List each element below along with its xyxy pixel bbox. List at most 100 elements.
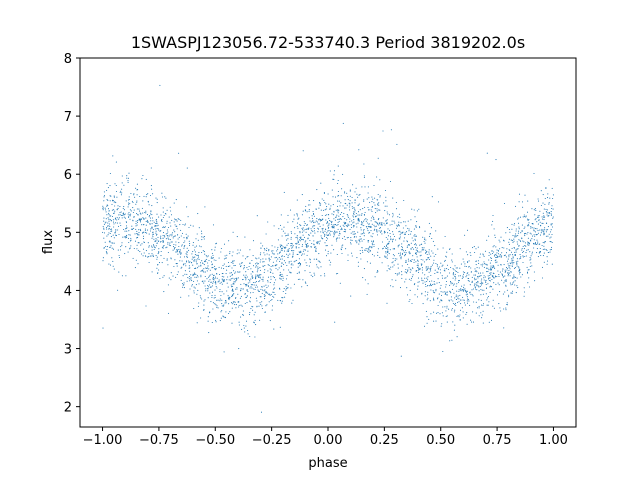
- data-point: [340, 227, 343, 229]
- data-point: [113, 223, 115, 225]
- data-point: [365, 248, 367, 250]
- data-point: [392, 239, 394, 241]
- data-point: [436, 263, 438, 266]
- data-point: [510, 271, 512, 273]
- data-point: [264, 311, 266, 313]
- data-point: [214, 269, 216, 271]
- data-point: [193, 290, 195, 292]
- data-point: [263, 261, 265, 263]
- data-point: [549, 251, 551, 253]
- data-point: [218, 280, 220, 282]
- data-point: [437, 297, 439, 299]
- data-point: [319, 204, 321, 207]
- data-point: [404, 255, 406, 257]
- data-point: [149, 215, 151, 217]
- data-point: [305, 240, 307, 242]
- data-point: [161, 247, 163, 249]
- data-point: [264, 265, 266, 267]
- data-point: [102, 207, 104, 209]
- data-point: [134, 196, 136, 198]
- data-point: [450, 292, 452, 294]
- data-point: [551, 205, 553, 207]
- data-point: [239, 266, 242, 268]
- data-point: [434, 292, 436, 294]
- data-point: [445, 315, 447, 318]
- data-point: [275, 279, 277, 281]
- data-point: [478, 262, 480, 264]
- data-point: [546, 256, 548, 258]
- data-point: [534, 208, 536, 210]
- data-point: [378, 222, 380, 224]
- data-point: [366, 226, 368, 228]
- data-point: [281, 302, 283, 304]
- data-point: [210, 281, 212, 283]
- data-point: [395, 208, 398, 210]
- data-point: [170, 257, 172, 259]
- data-point: [454, 273, 456, 275]
- data-point: [136, 233, 138, 235]
- data-point: [456, 290, 458, 292]
- data-point: [200, 270, 202, 272]
- data-point: [164, 236, 166, 238]
- data-point: [392, 286, 394, 288]
- data-point: [288, 247, 290, 250]
- x-tick-label: 1.00: [539, 433, 568, 448]
- data-point: [243, 268, 245, 270]
- data-point: [276, 260, 278, 262]
- data-point: [321, 237, 323, 239]
- data-point: [252, 255, 254, 257]
- data-point: [333, 174, 335, 176]
- data-point: [407, 244, 410, 246]
- data-point: [471, 294, 473, 296]
- data-point: [451, 253, 453, 255]
- data-point: [324, 242, 326, 244]
- data-point: [240, 304, 242, 306]
- data-point: [453, 329, 455, 331]
- data-point: [148, 253, 150, 255]
- data-point: [421, 247, 423, 249]
- data-point: [527, 231, 529, 234]
- data-point: [175, 276, 177, 278]
- data-point: [454, 270, 456, 272]
- data-point: [312, 219, 314, 221]
- data-point: [401, 271, 403, 273]
- data-point: [176, 265, 178, 267]
- data-point: [160, 214, 162, 216]
- data-point: [424, 291, 426, 293]
- data-point: [352, 231, 354, 233]
- data-point: [281, 273, 283, 275]
- data-point: [206, 267, 209, 269]
- data-point: [226, 254, 228, 256]
- data-point: [186, 206, 188, 208]
- data-point: [488, 321, 490, 323]
- data-point: [454, 302, 457, 304]
- data-point: [511, 261, 513, 263]
- data-point: [551, 263, 553, 265]
- data-point: [108, 218, 110, 220]
- data-point: [309, 220, 311, 222]
- data-point: [446, 268, 448, 270]
- data-point: [532, 223, 534, 225]
- data-point: [456, 267, 458, 269]
- data-point: [504, 280, 506, 282]
- data-point: [351, 220, 353, 222]
- data-point: [176, 228, 178, 230]
- data-point: [201, 239, 203, 241]
- data-point: [437, 248, 439, 250]
- data-point: [388, 268, 390, 270]
- data-point: [524, 242, 527, 244]
- data-point: [212, 277, 214, 279]
- data-point: [313, 258, 315, 260]
- data-point: [524, 226, 526, 228]
- data-point: [213, 274, 215, 276]
- data-point: [264, 254, 266, 256]
- data-point: [270, 269, 272, 271]
- data-point: [155, 232, 157, 234]
- data-point: [411, 267, 413, 269]
- data-point: [256, 258, 258, 260]
- data-point: [281, 250, 283, 252]
- data-point: [457, 279, 460, 282]
- data-point: [235, 277, 237, 279]
- data-point: [480, 284, 482, 286]
- data-point: [107, 234, 109, 236]
